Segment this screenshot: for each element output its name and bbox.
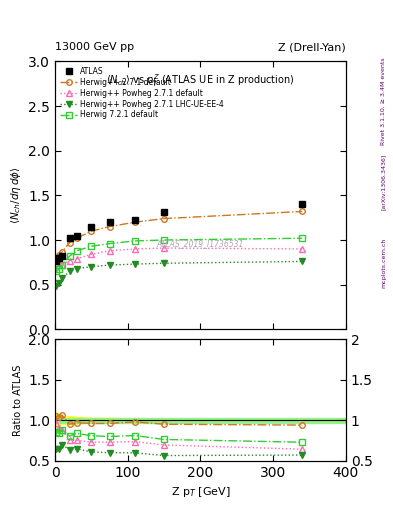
Text: ATLAS_2019_I1736531: ATLAS_2019_I1736531 [157, 239, 244, 248]
X-axis label: Z p$_T$ [GeV]: Z p$_T$ [GeV] [171, 485, 230, 499]
Text: 13000 GeV pp: 13000 GeV pp [55, 42, 134, 52]
Text: [arXiv:1306.3436]: [arXiv:1306.3436] [381, 154, 386, 210]
Text: Z (Drell-Yan): Z (Drell-Yan) [278, 42, 346, 52]
Text: Rivet 3.1.10, ≥ 3.4M events: Rivet 3.1.10, ≥ 3.4M events [381, 58, 386, 145]
Y-axis label: $\langle N_{ch}/d\eta\,d\phi\rangle$: $\langle N_{ch}/d\eta\,d\phi\rangle$ [9, 166, 23, 224]
Text: $\langle N_{ch}\rangle$ vs $p_T^Z$ (ATLAS UE in Z production): $\langle N_{ch}\rangle$ vs $p_T^Z$ (ATLA… [106, 72, 295, 89]
Text: mcplots.cern.ch: mcplots.cern.ch [381, 237, 386, 288]
Y-axis label: Ratio to ATLAS: Ratio to ATLAS [13, 364, 23, 436]
Legend: ATLAS, Herwig++ 2.7.1 default, Herwig++ Powheg 2.7.1 default, Herwig++ Powheg 2.: ATLAS, Herwig++ 2.7.1 default, Herwig++ … [59, 65, 226, 121]
